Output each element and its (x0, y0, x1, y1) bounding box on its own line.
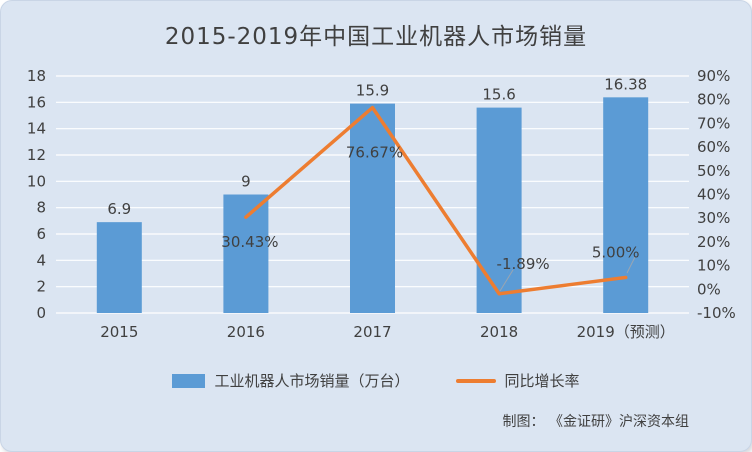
line-series-swatch (455, 378, 496, 383)
left-axis-tick: 14 (27, 120, 46, 138)
x-axis-label: 2019（预测） (577, 323, 675, 341)
x-axis-label: 2017 (353, 323, 391, 341)
left-axis-tick: 10 (27, 172, 46, 190)
label-leader-line (626, 256, 636, 274)
label-leader-line (499, 269, 514, 292)
left-axis-tick: 12 (27, 146, 46, 164)
right-axis-tick: 10% (697, 257, 730, 275)
line-value-label: -1.89% (497, 255, 550, 273)
left-axis-tick: 6 (36, 225, 46, 243)
bar-value-label: 15.9 (356, 82, 389, 100)
left-axis-tick: 4 (36, 251, 46, 269)
bar-value-label: 15.6 (482, 86, 515, 104)
chart-title: 2015-2019年中国工业机器人市场销量 (164, 24, 588, 50)
line-value-label: 76.67% (346, 144, 403, 162)
line-value-label: 5.00% (592, 243, 640, 261)
bar-2017 (350, 103, 395, 314)
right-axis-tick: 90% (697, 67, 730, 85)
left-axis-tick: 2 (36, 278, 46, 296)
legend-item-sales: 工业机器人市场销量（万台） (172, 370, 410, 391)
x-axis-label: 2018 (480, 323, 518, 341)
right-axis-tick: 0% (697, 280, 721, 298)
right-axis-tick: 40% (697, 186, 730, 204)
legend-line-label: 同比增长率 (504, 372, 580, 390)
bar-2015 (96, 222, 142, 313)
credit-text: 制图： 《金证研》沪深资本组 (502, 414, 689, 430)
bar-2016 (223, 194, 269, 313)
right-axis-tick: 60% (697, 138, 730, 156)
right-axis-tick: 70% (697, 114, 730, 132)
right-axis-tick: 20% (697, 233, 730, 251)
legend-bar-label: 工业机器人市场销量（万台） (214, 372, 410, 390)
bar-2018 (476, 107, 522, 313)
right-axis-tick: -10% (697, 304, 736, 322)
bar-value-label: 6.9 (107, 200, 131, 218)
right-axis-tick: 50% (697, 162, 730, 180)
right-axis-tick: 30% (697, 209, 730, 227)
right-axis-tick: 80% (697, 91, 730, 109)
legend: 工业机器人市场销量（万台） 同比增长率 (1, 370, 751, 391)
left-axis-tick: 18 (27, 67, 46, 85)
x-axis-label: 2015 (100, 323, 138, 341)
growth-rate-line (244, 105, 628, 296)
line-value-label: 30.43% (221, 233, 278, 251)
x-axis-label: 2016 (227, 323, 265, 341)
bar-value-label: 16.38 (604, 75, 647, 93)
left-axis-tick: 16 (27, 93, 46, 111)
left-axis-tick: 8 (36, 199, 46, 217)
legend-item-growth: 同比增长率 (455, 370, 580, 391)
left-axis-tick: 0 (36, 304, 46, 322)
bar-series-swatch (172, 373, 206, 388)
bar-value-label: 9 (241, 173, 251, 191)
